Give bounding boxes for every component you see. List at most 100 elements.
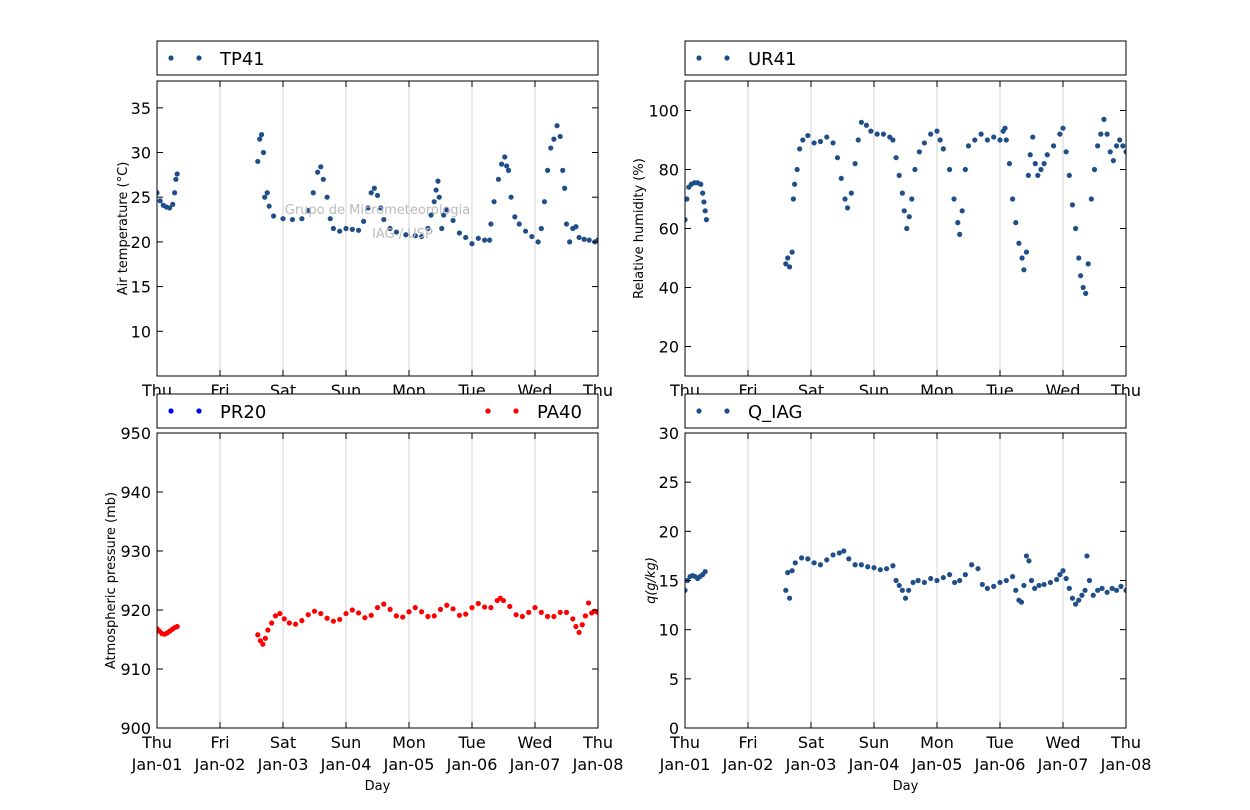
data-point (1098, 131, 1104, 137)
data-point (880, 131, 887, 137)
data-point (800, 137, 806, 143)
data-point (255, 632, 261, 638)
legend-marker (724, 408, 730, 414)
data-point (798, 555, 805, 561)
data-point (491, 199, 497, 205)
data-point (947, 166, 953, 173)
data-point (794, 166, 800, 173)
data-point (786, 264, 793, 270)
data-point (858, 119, 865, 125)
data-point (863, 122, 870, 128)
data-point (890, 137, 896, 143)
y-tick-label: 950 (120, 424, 151, 443)
data-point (548, 145, 554, 151)
data-point (167, 205, 173, 211)
data-point (912, 166, 918, 173)
data-point (884, 566, 890, 572)
data-point (1107, 149, 1113, 155)
data-point (535, 239, 541, 245)
data-point (513, 612, 519, 618)
data-point (1066, 172, 1072, 178)
data-point (906, 214, 912, 220)
legend-box (156, 393, 599, 429)
x-tick-day-label: Sun (859, 733, 889, 752)
data-point (1085, 261, 1091, 267)
data-point (431, 199, 437, 205)
data-point (789, 568, 795, 574)
x-tick-date-label: Jan-05 (383, 755, 435, 774)
data-point (957, 231, 963, 237)
data-point (947, 572, 953, 578)
data-point (783, 261, 789, 267)
data-point (269, 620, 275, 626)
y-tick-label: 5 (669, 670, 679, 689)
data-point (439, 225, 445, 232)
data-point (1021, 267, 1027, 273)
data-point (512, 214, 518, 220)
plot-area (157, 433, 598, 728)
data-point (557, 609, 563, 615)
axes-frame (156, 80, 599, 377)
y-tick-label: 30 (131, 144, 151, 163)
data-point (327, 216, 333, 222)
y-tick-label: 20 (659, 338, 679, 357)
data-point (387, 225, 393, 232)
data-point (265, 627, 271, 633)
data-point (157, 190, 160, 196)
data-point (1113, 143, 1120, 149)
data-point (1113, 587, 1120, 593)
data-point (790, 196, 796, 202)
data-point (551, 613, 557, 620)
data-point (310, 190, 316, 196)
data-point (393, 229, 399, 235)
data-point (361, 218, 367, 224)
data-point (1019, 255, 1025, 261)
y-tick-label: 20 (659, 522, 679, 541)
data-point (805, 556, 811, 562)
data-point (299, 618, 305, 624)
data-point (444, 207, 450, 213)
data-point (1120, 143, 1126, 149)
data-point (272, 613, 279, 619)
data-point (997, 579, 1003, 586)
data-point (554, 123, 560, 129)
y-tick-label: 35 (131, 99, 151, 118)
x-tick-day-label: Sun (331, 733, 361, 752)
data-point (488, 221, 494, 227)
x-tick-date-label: Jan-08 (572, 755, 624, 774)
data-point (541, 199, 548, 205)
data-point (502, 154, 508, 160)
y-tick-label: 930 (120, 542, 151, 561)
data-point (581, 236, 587, 242)
data-point (579, 622, 585, 628)
data-point (507, 603, 513, 610)
data-point (858, 562, 865, 568)
data-point (522, 228, 529, 234)
legend: UR41 (684, 40, 1127, 76)
data-point (830, 140, 836, 146)
data-point (817, 138, 824, 145)
y-tick-label: 20 (131, 233, 151, 252)
data-point (1041, 161, 1047, 167)
data-point (1032, 585, 1038, 591)
data-point (305, 612, 311, 618)
data-point (532, 605, 538, 611)
data-point (846, 556, 852, 562)
data-point (563, 609, 570, 615)
y-axis-title: Air temperature (°C) (116, 162, 131, 296)
data-point (173, 176, 179, 182)
data-point (1036, 582, 1042, 589)
legend-marker (196, 55, 202, 61)
data-point (811, 140, 817, 146)
data-point (330, 225, 336, 232)
data-point (1110, 158, 1116, 164)
data-point (1082, 587, 1088, 593)
x-tick-day-label: Thu (141, 733, 172, 752)
data-point (318, 164, 324, 170)
legend-entry-label: PR20 (220, 402, 266, 423)
legend-box (156, 40, 599, 76)
data-point (910, 579, 916, 586)
legend-marker (485, 408, 491, 414)
